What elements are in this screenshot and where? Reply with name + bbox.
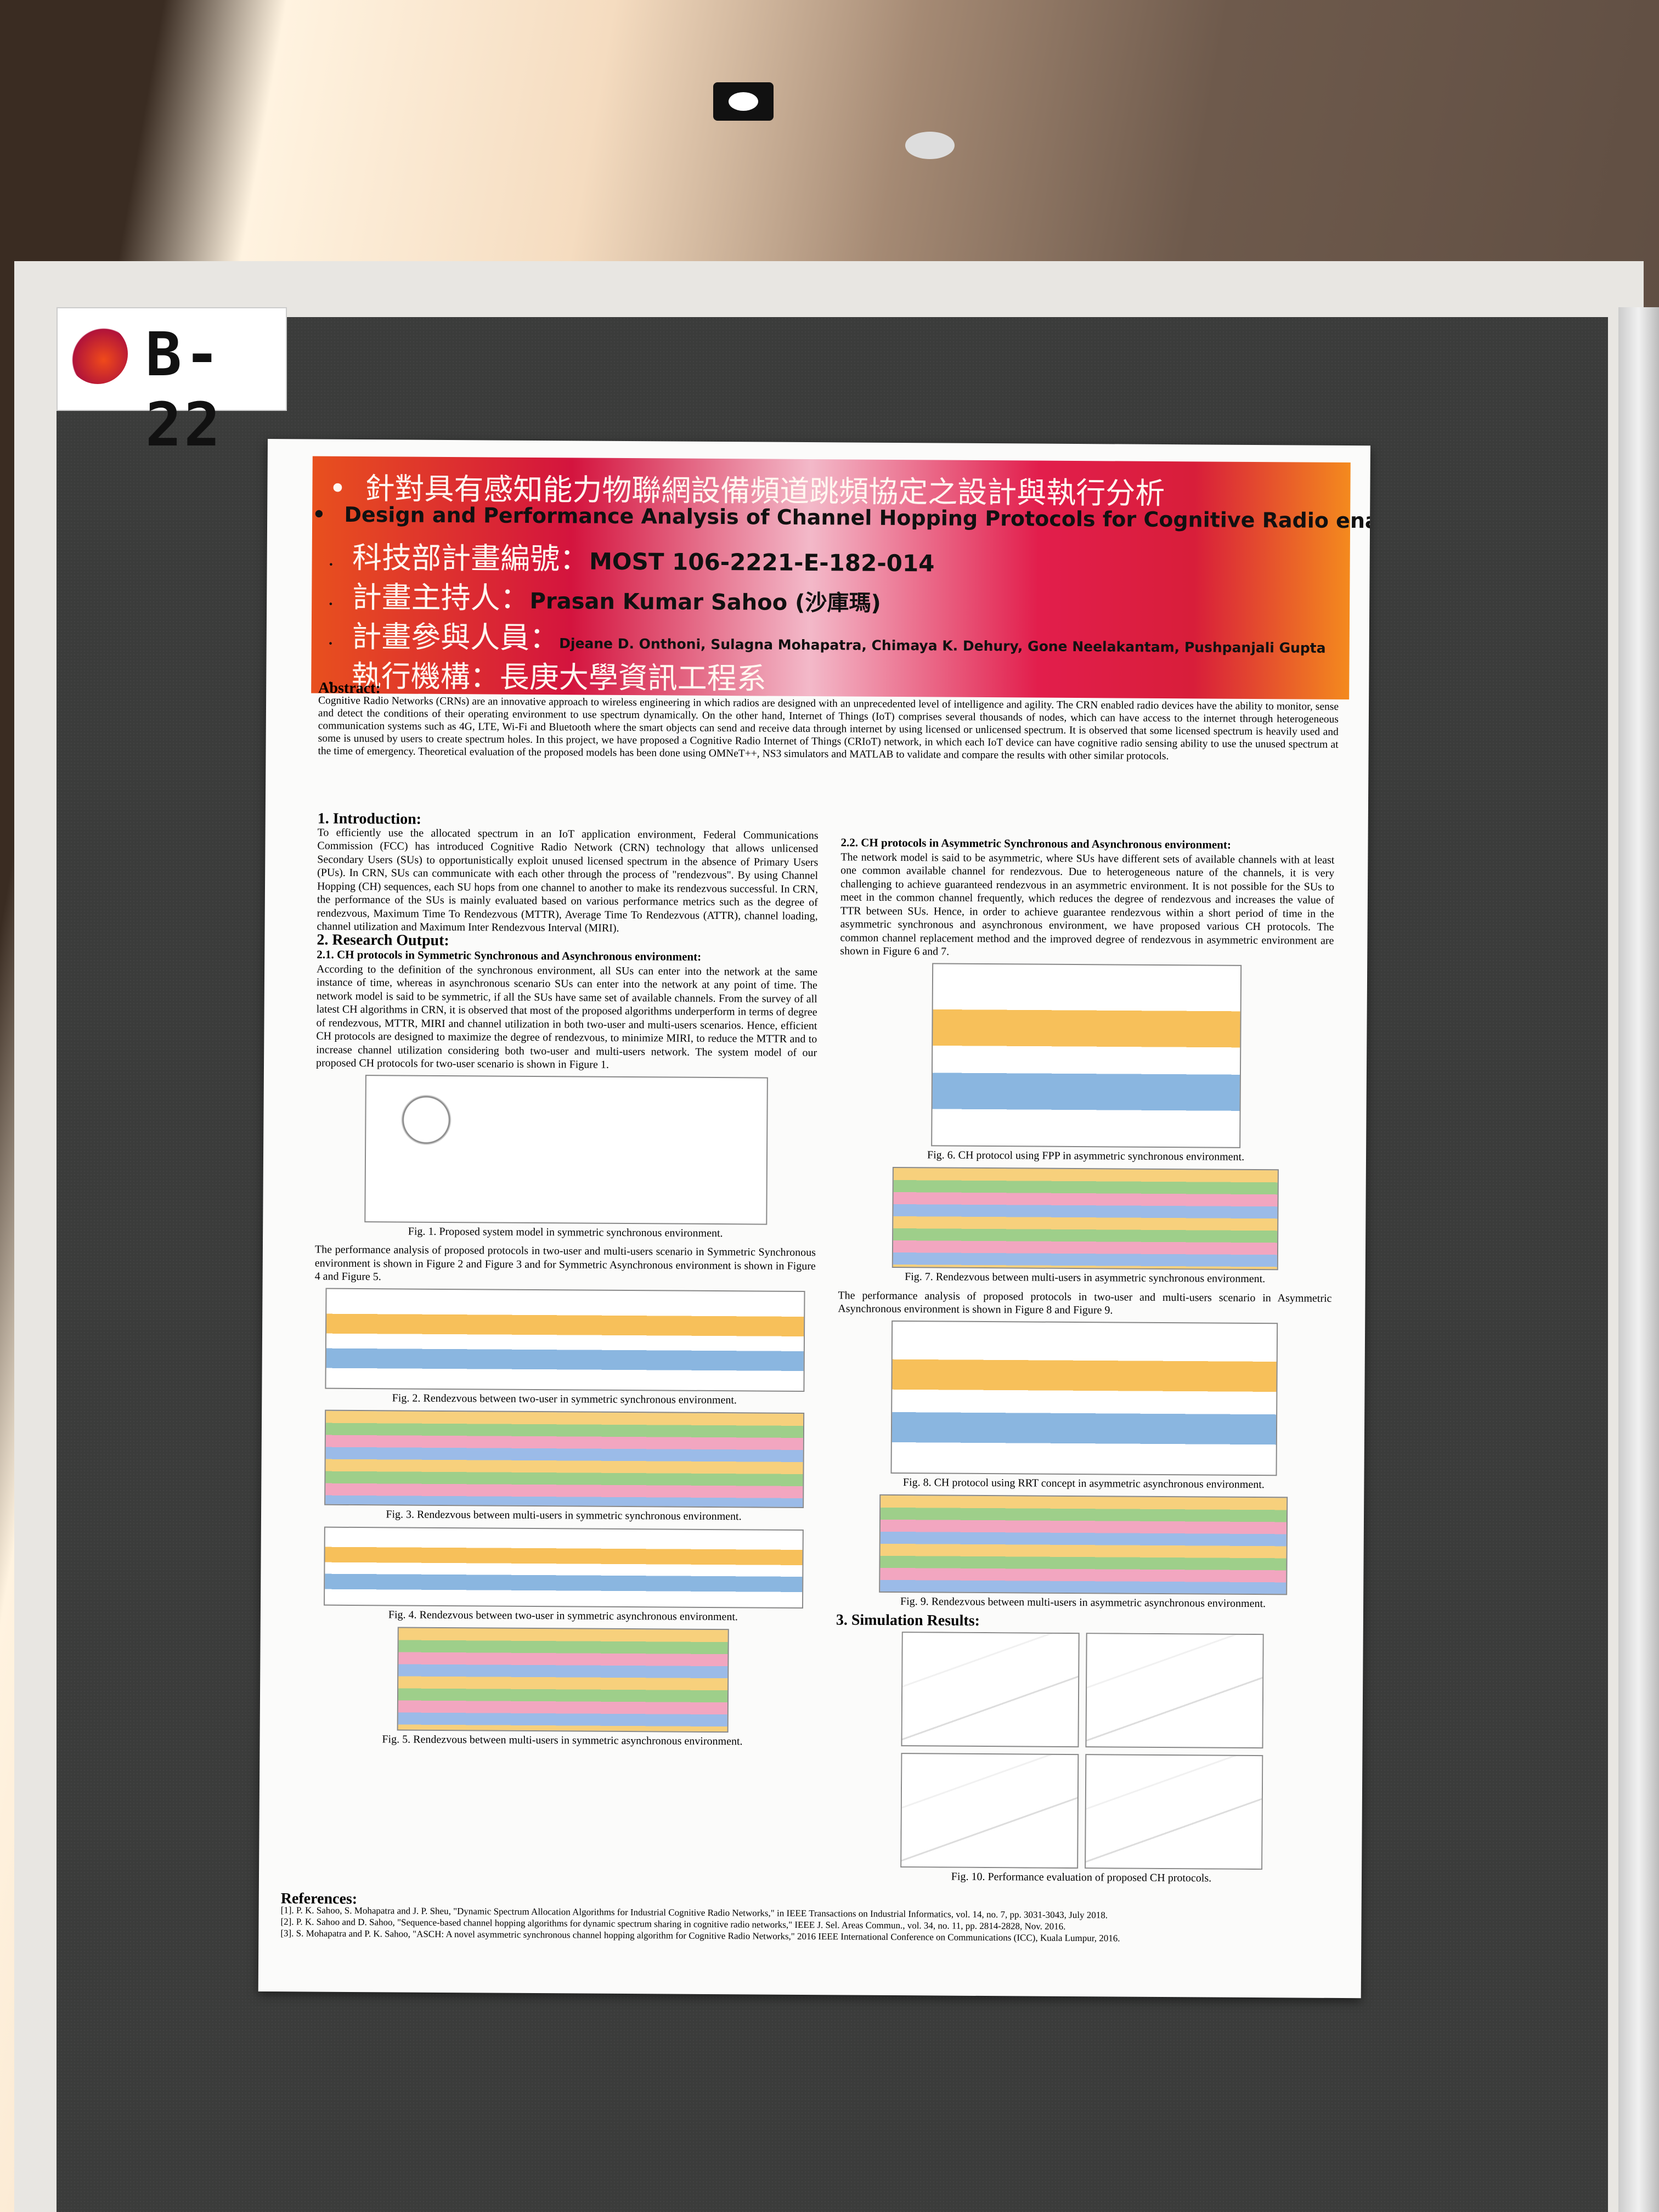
- figure-caption: Fig. 8. CH protocol using RRT concept in…: [902, 1476, 1265, 1491]
- project-label: 科技部計畫編號：: [352, 540, 590, 577]
- figure: [323, 1526, 804, 1609]
- figure: [900, 1632, 1264, 1870]
- members-label: 計畫參與人員：: [352, 619, 560, 656]
- logo: [67, 324, 128, 384]
- paragraph: According to the definition of the synch…: [315, 963, 818, 1071]
- title-en: Design and Performance Analysis of Chann…: [312, 502, 1370, 534]
- project-id: MOST 106-2221-E-182-014: [589, 548, 935, 577]
- paragraph: The performance analysis of proposed pro…: [838, 1289, 1332, 1317]
- plot: [900, 1753, 1079, 1869]
- figure-caption: Fig. 9. Rendezvous between multi-users i…: [900, 1595, 1266, 1610]
- section-heading: 2. Research Output:: [317, 931, 449, 949]
- figure: [397, 1627, 729, 1733]
- figure-caption: Fig. 5. Rendezvous between multi-users i…: [382, 1733, 743, 1748]
- abstract-text: Cognitive Radio Networks (CRNs) are an i…: [318, 695, 1339, 763]
- booth-number: B-22: [145, 319, 223, 460]
- figure: [879, 1494, 1288, 1595]
- abstract: Abstract: Cognitive Radio Networks (CRNs…: [318, 680, 1339, 764]
- pi-name: Prasan Kumar Sahoo (沙庫瑪): [529, 588, 881, 616]
- plot: [1085, 1754, 1263, 1870]
- figure: [891, 1166, 1279, 1271]
- references: References: [1]. P. K. Sahoo, S. Mohapat…: [280, 1890, 1339, 1945]
- figure-caption: Fig. 6. CH protocol using FPP in asymmet…: [927, 1148, 1245, 1163]
- subsection-heading: 2.1. CH protocols in Symmetric Synchrono…: [317, 947, 702, 963]
- figure: [324, 1409, 804, 1509]
- ceiling-light: [713, 82, 774, 121]
- title-en-text: Design and Performance Analysis of Chann…: [344, 502, 1370, 534]
- figure-caption: Fig. 3. Rendezvous between multi-users i…: [386, 1508, 742, 1523]
- figure: [890, 1320, 1278, 1476]
- left-column: 1. Introduction: To efficiently use the …: [312, 810, 819, 1754]
- paragraph: The performance analysis of proposed pro…: [314, 1243, 816, 1283]
- figure-caption: Fig. 10. Performance evaluation of propo…: [951, 1870, 1212, 1884]
- paragraph: To efficiently use the allocated spectru…: [317, 826, 819, 934]
- pi-label: 計畫主持人：: [352, 579, 530, 616]
- figure-caption: Fig. 2. Rendezvous between two-user in s…: [392, 1391, 737, 1406]
- board-post: [1618, 307, 1659, 2212]
- section-heading: 3. Simulation Results:: [836, 1611, 980, 1629]
- figure: [931, 962, 1242, 1148]
- plot: [901, 1632, 1080, 1748]
- figure-caption: Fig. 1. Proposed system model in symmetr…: [408, 1225, 723, 1239]
- figure: [324, 1288, 805, 1392]
- right-column: 2.2. CH protocols in Asymmetric Synchron…: [834, 834, 1335, 1891]
- poster: 針對具有感知能力物聯網設備頻道跳頻協定之設計與執行分析 Design and P…: [258, 439, 1370, 1999]
- figure: [364, 1074, 768, 1225]
- poster-header: 針對具有感知能力物聯網設備頻道跳頻協定之設計與執行分析 Design and P…: [311, 456, 1370, 700]
- members: Djeane D. Onthoni, Sulagna Mohapatra, Ch…: [559, 635, 1326, 656]
- paragraph: The network model is said to be asymmetr…: [840, 850, 1335, 958]
- sprinkler: [905, 132, 955, 159]
- subsection-heading: 2.2. CH protocols in Asymmetric Synchron…: [840, 836, 1231, 851]
- booth-label: B-22: [57, 307, 287, 460]
- figure-caption: Fig. 4. Rendezvous between two-user in s…: [388, 1608, 738, 1623]
- figure-caption: Fig. 7. Rendezvous between multi-users i…: [905, 1271, 1266, 1285]
- plot: [1085, 1633, 1264, 1749]
